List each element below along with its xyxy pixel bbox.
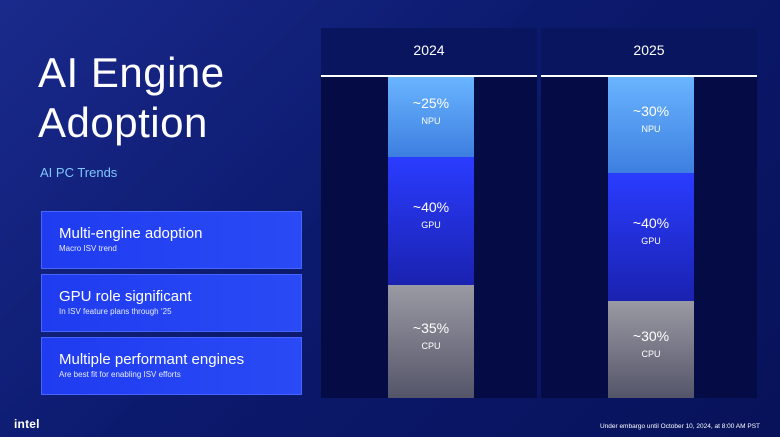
card-heading: Multi-engine adoption — [59, 225, 203, 242]
data-label-engine: CPU — [641, 349, 661, 359]
x-tick-label-2024: 2024 — [413, 42, 445, 58]
data-label-gpu: ~40% GPU — [608, 215, 694, 248]
data-label-value: ~35% — [412, 320, 450, 336]
data-label-cpu: ~30% CPU — [608, 328, 694, 361]
info-card-gpu-role: GPU role significant In ISV feature plan… — [41, 274, 302, 332]
stacked-bar-2025: ~30% NPU ~40% GPU ~30% CPU — [608, 77, 694, 398]
card-heading: GPU role significant — [59, 288, 192, 305]
page-title: AI Engine Adoption — [38, 48, 225, 148]
page-subtitle: AI PC Trends — [40, 165, 118, 180]
bar-segment-npu-2025: ~30% NPU — [608, 77, 694, 173]
bar-segment-gpu-2025: ~40% GPU — [608, 173, 694, 301]
bar-segment-gpu-2024: ~40% GPU — [388, 157, 474, 285]
card-heading: Multiple performant engines — [59, 351, 245, 368]
data-label-cpu: ~35% CPU — [388, 320, 474, 353]
info-card-multi-engine: Multi-engine adoption Macro ISV trend — [41, 211, 302, 269]
data-label-value: ~30% — [632, 328, 670, 344]
data-label-engine: NPU — [421, 116, 441, 126]
embargo-notice: Under embargo until October 10, 2024, at… — [599, 423, 760, 430]
title-line-1: AI Engine — [38, 49, 225, 96]
data-label-engine: NPU — [641, 124, 661, 134]
chart-column-2025: 2025 ~30% NPU ~40% GPU ~30% CPU — [541, 28, 757, 398]
card-subtext: Macro ISV trend — [59, 244, 117, 253]
chart-column-2024: 2024 ~25% NPU ~40% GPU ~35% CPU — [321, 28, 537, 398]
data-label-engine: GPU — [421, 220, 441, 230]
data-label-npu: ~25% NPU — [388, 95, 474, 128]
data-label-value: ~40% — [412, 199, 450, 215]
intel-logo: intel — [14, 417, 40, 431]
data-label-npu: ~30% NPU — [608, 103, 694, 136]
card-subtext: Are best fit for enabling ISV efforts — [59, 370, 181, 379]
card-subtext: In ISV feature plans through ‘25 — [59, 307, 172, 316]
x-tick-label-2025: 2025 — [633, 42, 665, 58]
bar-segment-cpu-2024: ~35% CPU — [388, 285, 474, 398]
data-label-gpu: ~40% GPU — [388, 199, 474, 232]
stacked-bar-2024: ~25% NPU ~40% GPU ~35% CPU — [388, 77, 474, 398]
title-line-2: Adoption — [38, 99, 208, 146]
data-label-value: ~30% — [632, 103, 670, 119]
data-label-value: ~25% — [412, 95, 450, 111]
column-divider — [541, 75, 757, 77]
column-divider — [321, 75, 537, 77]
data-label-engine: GPU — [641, 236, 661, 246]
bar-segment-npu-2024: ~25% NPU — [388, 77, 474, 157]
info-card-performant-engines: Multiple performant engines Are best fit… — [41, 337, 302, 395]
bar-segment-cpu-2025: ~30% CPU — [608, 301, 694, 398]
data-label-engine: CPU — [421, 341, 441, 351]
data-label-value: ~40% — [632, 215, 670, 231]
